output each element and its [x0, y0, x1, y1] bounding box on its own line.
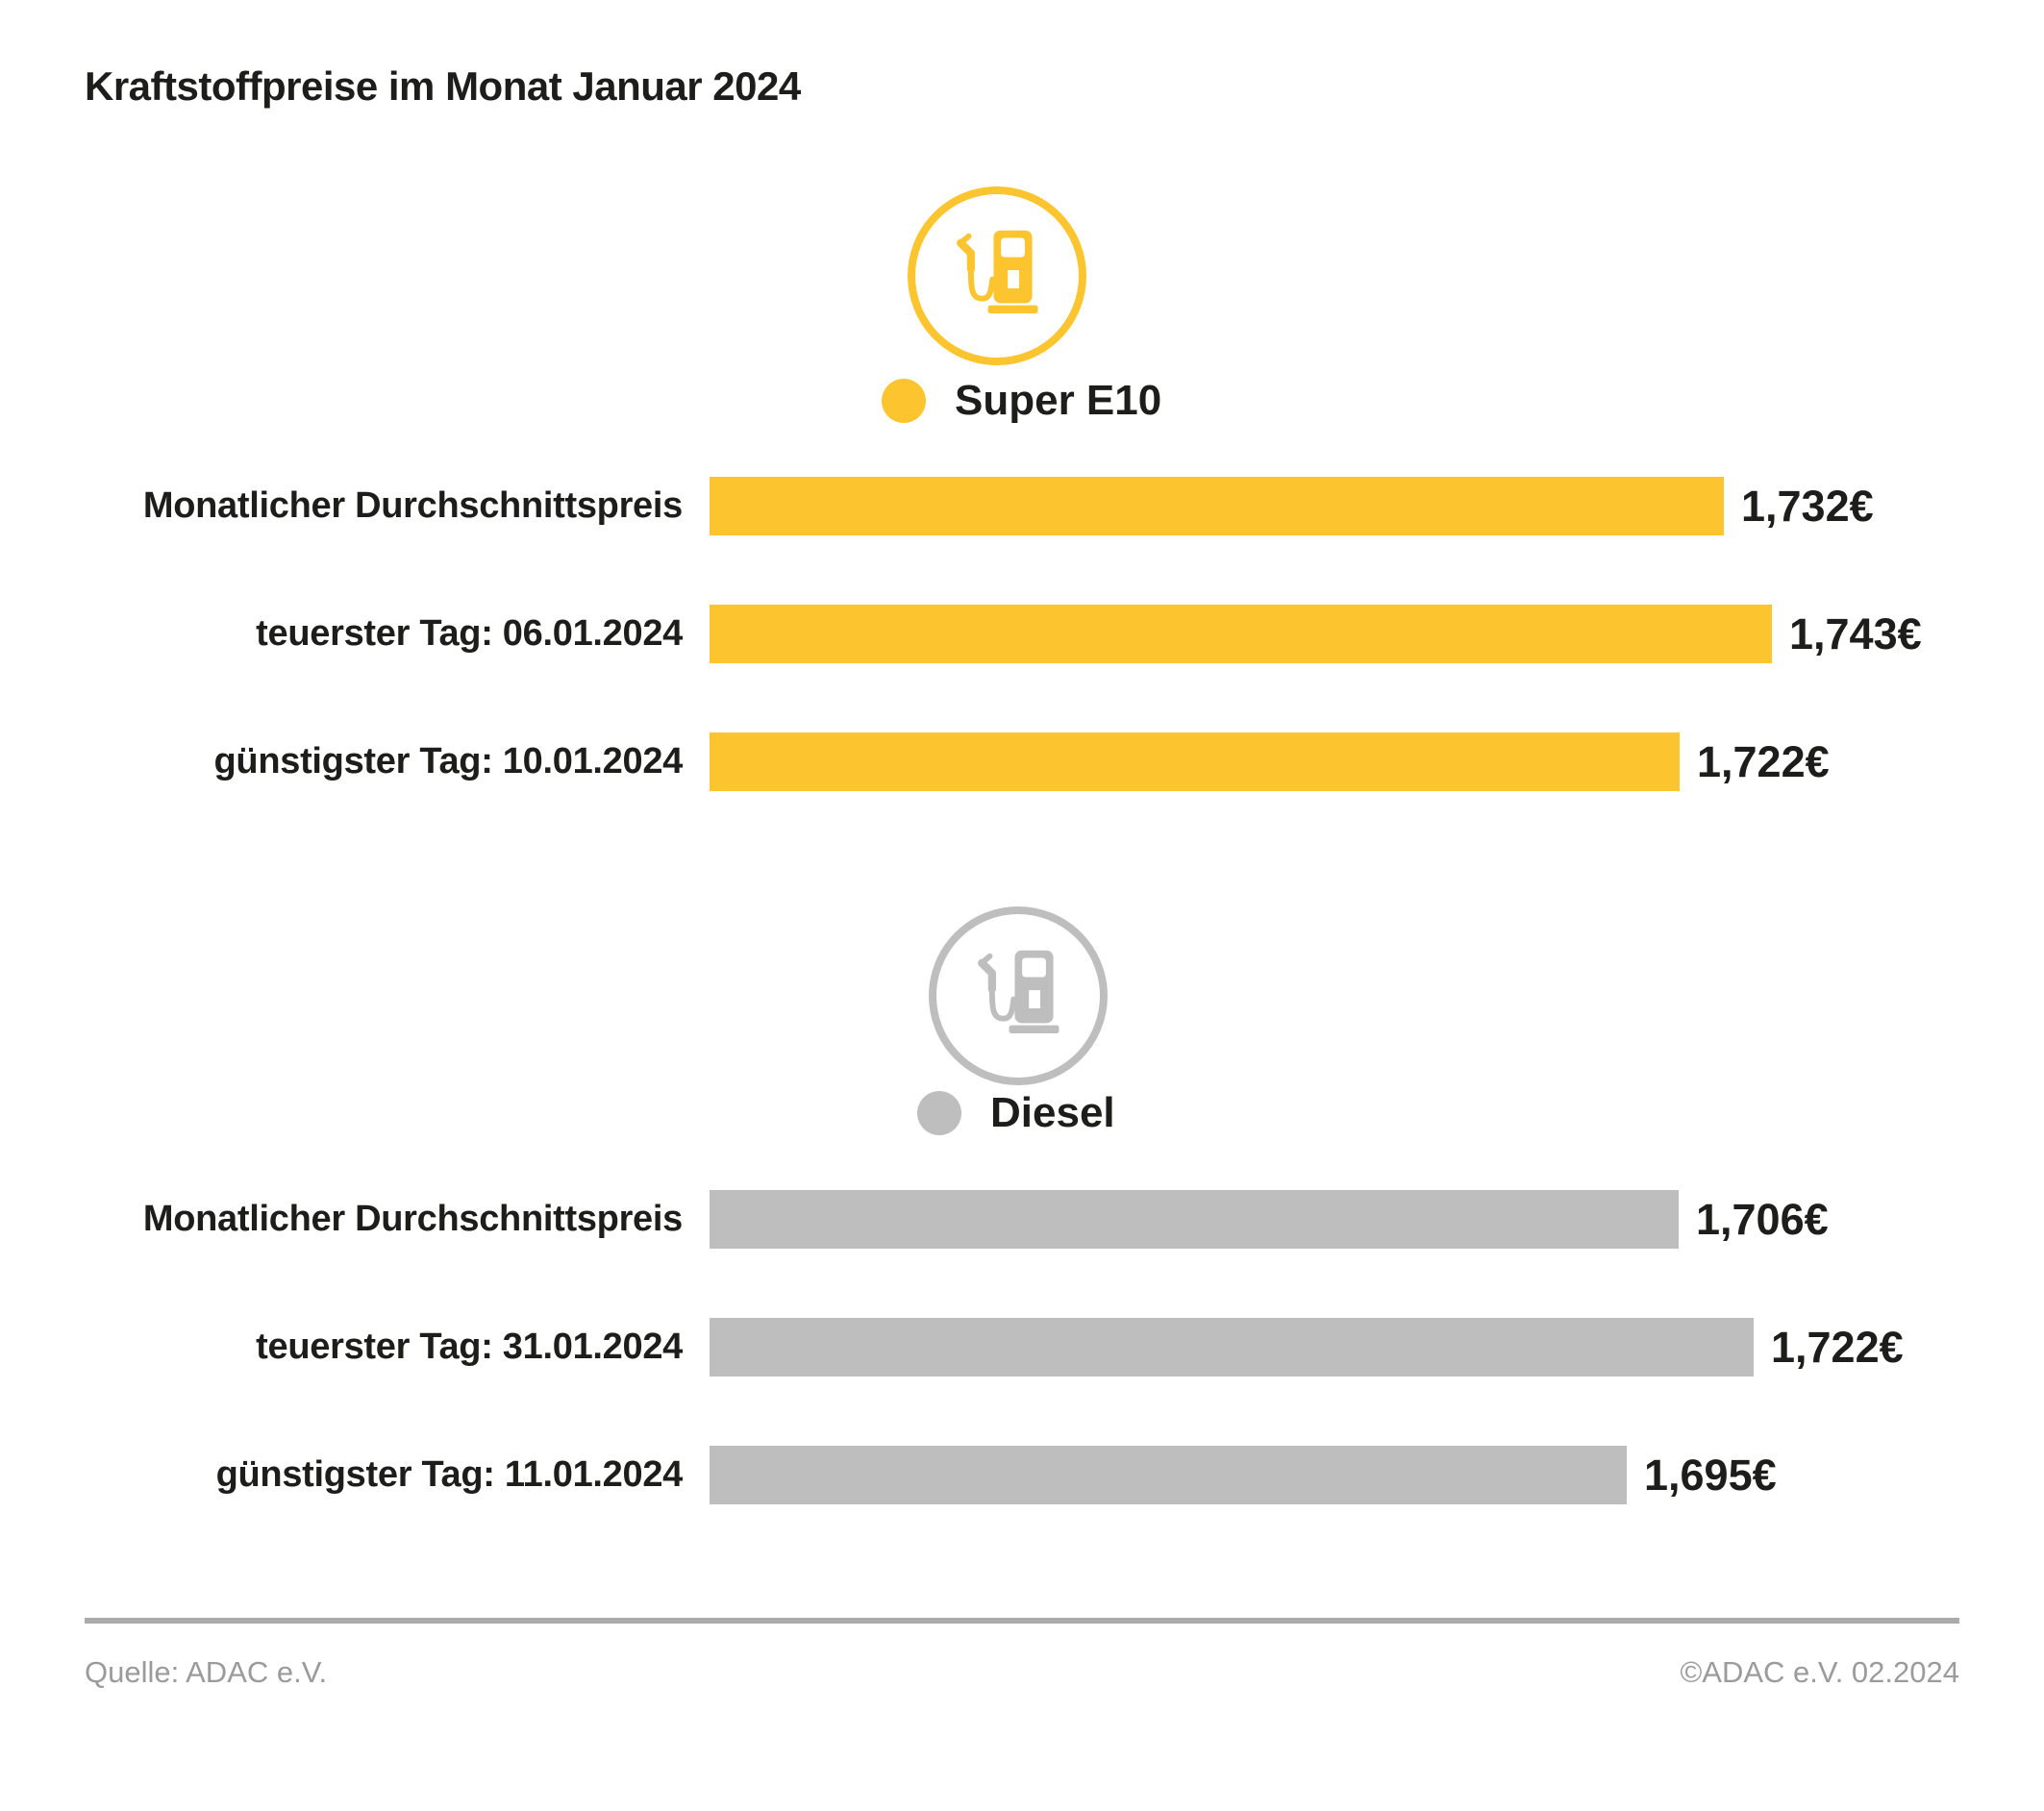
copyright-text: ©ADAC e.V. 02.2024 — [1680, 1655, 1959, 1689]
bar-super-min — [710, 732, 1680, 791]
page-title: Kraftstoffpreise im Monat Januar 2024 — [85, 63, 801, 109]
bar-value: 1,732€ — [1741, 481, 1874, 531]
fuel-pump-icon — [961, 939, 1075, 1053]
legend-super-e10: Super E10 — [882, 377, 1161, 425]
bar-value: 1,722€ — [1697, 736, 1830, 786]
legend-label-super-e10: Super E10 — [955, 377, 1162, 424]
bar-value: 1,743€ — [1789, 608, 1922, 658]
footer: Quelle: ADAC e.V. ©ADAC e.V. 02.2024 — [85, 1655, 1959, 1690]
bar-label: günstigster Tag: 10.01.2024 — [213, 741, 684, 781]
source-text: Quelle: ADAC e.V. — [85, 1655, 328, 1689]
bar-super-avg — [710, 477, 1724, 535]
bar-row-super-min: günstigster Tag: 10.01.2024 1,722€ — [85, 732, 2025, 791]
legend-dot-super-e10 — [882, 379, 926, 423]
bar-row-diesel-min: günstigster Tag: 11.01.2024 1,695€ — [85, 1446, 2025, 1504]
bar-label: teuerster Tag: 06.01.2024 — [256, 613, 683, 654]
fuel-pump-icon-super-circle — [908, 186, 1086, 365]
legend-label-diesel: Diesel — [990, 1089, 1115, 1136]
bar-row-super-max: teuerster Tag: 06.01.2024 1,743€ — [85, 605, 2025, 663]
bar-value: 1,695€ — [1644, 1450, 1777, 1500]
bar-label: günstigster Tag: 11.01.2024 — [215, 1454, 684, 1495]
bar-super-max — [710, 605, 1772, 663]
bar-row-super-avg: Monatlicher Durchschnittspreis 1,732€ — [85, 477, 2025, 535]
bar-value: 1,706€ — [1696, 1194, 1829, 1244]
fuel-pump-icon-diesel-circle — [929, 906, 1108, 1085]
footer-divider — [85, 1618, 1959, 1624]
bar-diesel-min — [710, 1446, 1627, 1504]
bar-diesel-avg — [710, 1190, 1679, 1249]
legend-diesel: Diesel — [917, 1089, 1115, 1137]
bar-label: Monatlicher Durchschnittspreis — [142, 1199, 683, 1239]
fuel-pump-icon — [940, 219, 1054, 333]
bar-label: Monatlicher Durchschnittspreis — [142, 485, 683, 526]
bar-value: 1,722€ — [1771, 1322, 1904, 1372]
bar-label: teuerster Tag: 31.01.2024 — [256, 1327, 683, 1367]
bar-row-diesel-max: teuerster Tag: 31.01.2024 1,722€ — [85, 1318, 2025, 1377]
legend-dot-diesel — [917, 1091, 961, 1135]
bar-row-diesel-avg: Monatlicher Durchschnittspreis 1,706€ — [85, 1190, 2025, 1249]
bar-diesel-max — [710, 1318, 1754, 1377]
